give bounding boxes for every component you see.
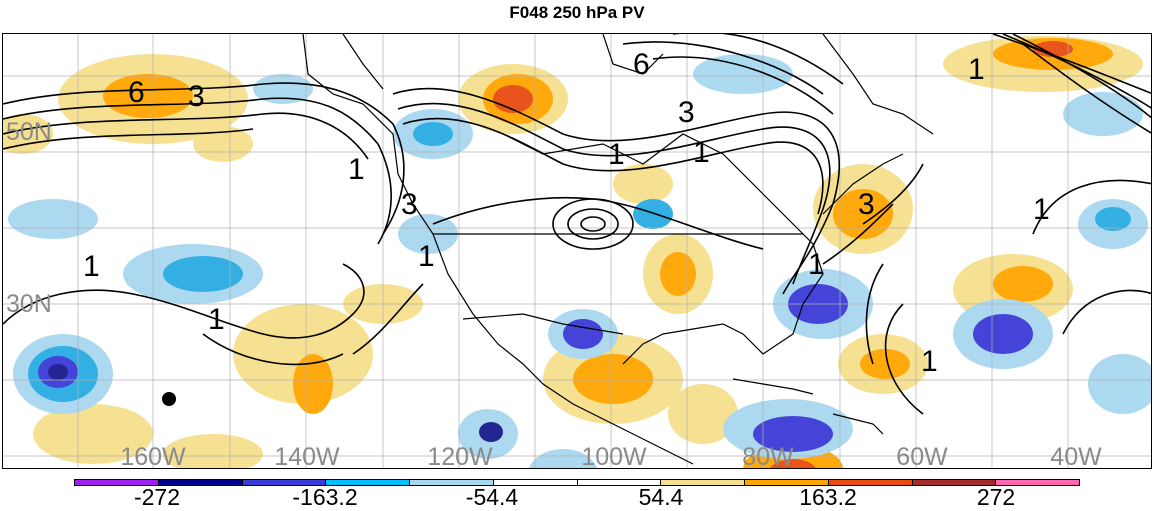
colorbar-swatch xyxy=(996,480,1079,485)
negative-pv-region xyxy=(529,449,597,468)
positive-pv-region xyxy=(3,114,53,154)
positive-pv-core xyxy=(293,354,333,414)
contour-label: 6 xyxy=(633,48,650,81)
lon-label-80w: 80W xyxy=(742,443,794,471)
negative-pv-region xyxy=(1088,354,1151,414)
lat-label-50n: 50N xyxy=(6,118,52,146)
contour-label: 1 xyxy=(808,248,825,281)
contour-label: 1 xyxy=(1033,193,1050,226)
pv-fill-layer xyxy=(3,36,1151,468)
colorbar-swatch xyxy=(661,480,745,485)
negative-pv-region xyxy=(253,74,313,104)
positive-pv-core xyxy=(573,354,653,404)
negative-pv-max xyxy=(48,364,68,380)
colorbar-label: -163.2 xyxy=(292,484,358,510)
negative-pv-region xyxy=(1063,92,1143,136)
contour-label: 1 xyxy=(418,240,435,273)
contour-label: 1 xyxy=(968,53,985,86)
contour-label: 1 xyxy=(83,250,100,283)
contour-label: 6 xyxy=(128,76,145,109)
colorbar-swatch xyxy=(745,480,829,485)
negative-pv-max xyxy=(479,422,503,442)
positive-pv-core xyxy=(103,74,193,118)
positive-pv-core xyxy=(860,349,910,379)
negative-pv-core xyxy=(163,256,243,292)
contour-label: 1 xyxy=(921,345,938,378)
contour-label-group: 6 3 6 3 1 1 3 1 1 1 1 3 1 1 1 1 xyxy=(83,48,1050,378)
colorbar-swatch xyxy=(326,480,410,485)
lat-label-30n: 30N xyxy=(6,290,52,318)
colorbar-swatch xyxy=(577,480,662,485)
contour-label: 1 xyxy=(348,153,365,186)
colorbar-swatch xyxy=(242,480,327,485)
colorbar-swatch xyxy=(828,480,913,485)
negative-pv-core xyxy=(413,122,453,146)
colorbar-label: -54.4 xyxy=(465,484,519,510)
contour-label: 3 xyxy=(858,188,875,221)
positive-pv-region xyxy=(233,304,373,404)
positive-pv-core xyxy=(993,266,1053,302)
contour-label: 3 xyxy=(188,80,205,113)
contour-label: 3 xyxy=(401,188,418,221)
colorbar-swatch xyxy=(912,480,997,485)
map-title: F048 250 hPa PV xyxy=(509,3,645,22)
pv-map: 6 3 6 3 1 1 3 1 1 1 1 3 1 1 1 1 xyxy=(2,33,1152,469)
lon-label-100w: 100W xyxy=(581,443,647,471)
contour-label: 3 xyxy=(678,96,695,129)
colorbar-label: 54.4 xyxy=(638,484,684,510)
location-marker xyxy=(162,392,176,406)
negative-pv-strong xyxy=(563,319,603,349)
lon-label-40w: 40W xyxy=(1050,443,1102,471)
negative-pv-core xyxy=(633,199,673,229)
colorbar xyxy=(74,479,1080,486)
negative-pv-strong xyxy=(753,416,833,452)
contour-label: 1 xyxy=(608,138,625,171)
colorbar-label: 163.2 xyxy=(799,484,857,510)
lon-label-140w: 140W xyxy=(274,443,340,471)
negative-pv-region xyxy=(398,214,458,254)
positive-pv-region xyxy=(193,126,253,162)
negative-pv-core xyxy=(1095,207,1131,231)
positive-pv-core xyxy=(660,252,696,296)
colorbar-swatch xyxy=(75,480,159,485)
colorbar-label: -272 xyxy=(133,484,181,510)
pv-contours xyxy=(3,34,1151,415)
positive-pv-max xyxy=(1033,41,1073,57)
colorbar-swatch xyxy=(410,480,494,485)
contour-label: 1 xyxy=(208,303,225,336)
colorbar-label: 272 xyxy=(976,484,1016,510)
map-canvas: 6 3 6 3 1 1 3 1 1 1 1 3 1 1 1 1 xyxy=(3,34,1151,468)
positive-pv-region xyxy=(668,384,738,444)
colorbar-swatch xyxy=(493,480,578,485)
colorbar-swatch xyxy=(158,480,243,485)
graticule xyxy=(3,34,1151,468)
contour-label: 1 xyxy=(693,136,710,169)
positive-pv-max xyxy=(493,85,533,113)
positive-pv-core xyxy=(833,189,893,239)
negative-pv-region xyxy=(693,54,793,94)
coastlines xyxy=(302,34,934,465)
lon-label-120w: 120W xyxy=(427,443,493,471)
negative-pv-region xyxy=(8,199,98,239)
positive-pv-region xyxy=(163,434,263,468)
positive-pv-region xyxy=(33,404,153,464)
positive-pv-max xyxy=(770,459,816,468)
negative-pv-strong xyxy=(973,314,1033,354)
lon-label-160w: 160W xyxy=(120,443,186,471)
lon-label-60w: 60W xyxy=(896,443,948,471)
positive-pv-region xyxy=(613,164,673,204)
